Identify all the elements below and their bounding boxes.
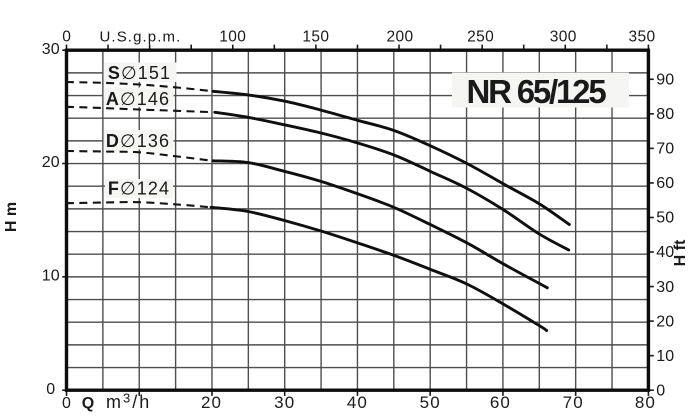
svg-text:20: 20 — [42, 154, 60, 171]
svg-text:U.S.g.p.m.: U.S.g.p.m. — [100, 29, 182, 46]
svg-text:80: 80 — [656, 106, 674, 123]
svg-text:10: 10 — [656, 348, 674, 365]
svg-text:90: 90 — [656, 72, 674, 89]
svg-text:10: 10 — [42, 268, 60, 285]
svg-text:60: 60 — [656, 175, 674, 192]
svg-text:Q: Q — [82, 395, 94, 412]
svg-text:200: 200 — [386, 29, 413, 46]
svg-text:40: 40 — [347, 393, 368, 412]
svg-text:50: 50 — [420, 393, 441, 412]
svg-text:70: 70 — [563, 393, 584, 412]
svg-text:30: 30 — [274, 393, 295, 412]
svg-text:0: 0 — [46, 381, 55, 398]
svg-text:50: 50 — [656, 210, 674, 227]
svg-text:F∅124: F∅124 — [108, 179, 170, 199]
svg-text:80: 80 — [635, 393, 656, 412]
svg-text:150: 150 — [302, 29, 329, 46]
svg-text:m3/h: m3/h — [106, 390, 151, 412]
svg-text:350: 350 — [628, 29, 655, 46]
svg-text:30: 30 — [656, 279, 674, 296]
svg-text:H m: H m — [3, 202, 20, 232]
svg-text:20: 20 — [656, 313, 674, 330]
svg-text:20: 20 — [201, 393, 222, 412]
svg-text:60: 60 — [490, 393, 511, 412]
svg-text:250: 250 — [467, 29, 494, 46]
svg-text:H ft: H ft — [672, 239, 689, 266]
svg-text:0: 0 — [656, 382, 665, 399]
svg-text:0: 0 — [62, 29, 71, 46]
svg-text:NR 65/125: NR 65/125 — [467, 73, 607, 110]
svg-text:300: 300 — [550, 29, 577, 46]
svg-text:70: 70 — [656, 141, 674, 158]
svg-text:40: 40 — [656, 244, 674, 261]
svg-text:100: 100 — [219, 29, 246, 46]
svg-text:S∅151: S∅151 — [108, 63, 171, 83]
svg-text:D∅136: D∅136 — [106, 131, 170, 151]
svg-text:30: 30 — [42, 41, 60, 58]
svg-text:0: 0 — [62, 395, 71, 412]
svg-text:A∅146: A∅146 — [106, 89, 170, 109]
